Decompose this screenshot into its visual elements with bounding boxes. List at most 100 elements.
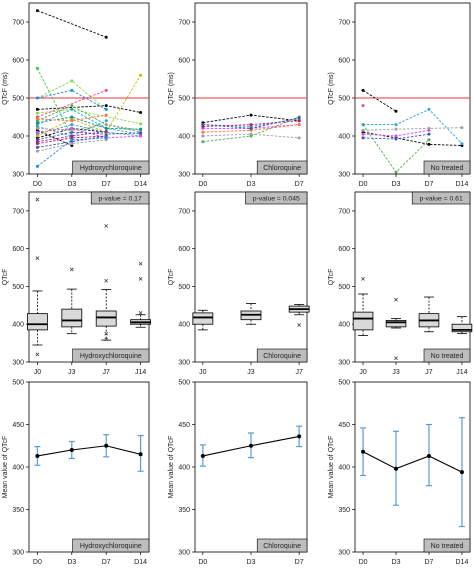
- data-point: [361, 136, 365, 140]
- data-point: [70, 134, 74, 138]
- panel-label: Hydroxychloroquine: [80, 353, 142, 360]
- outlier-point: [69, 267, 74, 272]
- x-tick-label: D0: [33, 181, 42, 188]
- y-tick-label: 700: [338, 208, 350, 215]
- series-line: [37, 135, 107, 148]
- data-point: [201, 130, 205, 134]
- data-point: [104, 107, 108, 111]
- data-point: [394, 127, 398, 131]
- y-axis-label: Mean value of QTcF: [168, 436, 175, 499]
- data-point: [35, 134, 39, 138]
- panel-label: No treated: [431, 353, 464, 360]
- panel-row2-col3: 300 400 500 600 700 J0 J3 J7 J14 QTcF p-value = 0.…: [328, 191, 473, 376]
- outlier-point: [138, 261, 143, 266]
- pvalue-label: p-value = 0.17: [98, 196, 141, 203]
- y-tick-label: 300: [178, 172, 190, 179]
- series-line: [37, 135, 107, 145]
- outlier-point: [104, 278, 109, 283]
- y-tick-label: 500: [178, 380, 190, 387]
- panel-row2-col1: 300 400 500 600 700 J0 J3 J7 J14 QTcF p-value = 0.…: [2, 191, 152, 376]
- series-line: [362, 451, 463, 473]
- outlier-point: [394, 297, 398, 302]
- data-point: [460, 126, 464, 130]
- data-point: [104, 136, 108, 140]
- box: [26, 313, 48, 331]
- y-tick-label: 500: [178, 96, 190, 103]
- x-tick-label: D3: [67, 559, 76, 566]
- data-point: [361, 132, 365, 136]
- outlier-point: [138, 311, 143, 315]
- series-line: [37, 131, 141, 141]
- series-line: [37, 89, 107, 110]
- series-line: [37, 105, 141, 133]
- data-point: [297, 136, 301, 140]
- box: [61, 308, 83, 328]
- y-axis-label: Mean value of QTcF: [2, 436, 9, 499]
- y-tick-label: 700: [178, 20, 190, 27]
- series-line: [37, 108, 141, 125]
- y-axis-label: QTcF: [168, 269, 175, 286]
- panel-row2-col2: 300 400 500 600 700 J0 J3 J7 QTcF p-value = 0.045…: [168, 191, 310, 376]
- x-tick-label: J3: [247, 369, 255, 376]
- pvalue-box: [90, 191, 150, 205]
- outlier-point: [104, 331, 109, 336]
- data-point: [426, 453, 431, 458]
- panel-label-box: [256, 348, 308, 363]
- data-point: [35, 96, 39, 100]
- panel-row1-col1: 300 400 500 600 700 D0 D3 D7 D14 QTcF (ms) Hydroxy…: [2, 2, 150, 188]
- x-tick-label: D14: [456, 559, 469, 566]
- y-axis-label: QTcF (ms): [168, 72, 175, 105]
- data-point: [139, 134, 143, 138]
- y-tick-label: 300: [338, 550, 350, 557]
- x-tick-label: J3: [392, 369, 400, 376]
- y-axis-label: QTcF (ms): [2, 72, 9, 105]
- data-point: [104, 443, 109, 448]
- panel-label: No treated: [431, 543, 464, 550]
- outlier-point: [394, 356, 398, 361]
- plot-frame: [28, 381, 150, 553]
- outlier-point: [297, 323, 302, 327]
- y-tick-label: 300: [12, 172, 24, 179]
- plot-frame: [354, 191, 471, 363]
- panel-label-box: [423, 160, 471, 175]
- pvalue-label: p-value = 0.61: [419, 196, 462, 203]
- y-tick-label: 350: [338, 507, 350, 514]
- series-line: [37, 74, 141, 137]
- data-point: [104, 104, 108, 108]
- y-tick-label: 500: [338, 284, 350, 291]
- panel-label-box: [72, 348, 150, 363]
- y-tick-label: 400: [338, 134, 350, 141]
- y-tick-label: 400: [12, 322, 24, 329]
- panel-label-box: [256, 538, 308, 553]
- data-point: [139, 73, 143, 77]
- data-point: [394, 123, 398, 127]
- data-point: [427, 107, 431, 111]
- data-point: [104, 119, 108, 123]
- x-tick-label: D7: [102, 559, 111, 566]
- x-tick-label: D7: [425, 181, 434, 188]
- data-point: [394, 466, 399, 471]
- y-tick-label: 300: [12, 360, 24, 367]
- x-tick-label: D3: [392, 181, 401, 188]
- data-point: [35, 121, 39, 125]
- data-point: [104, 123, 108, 127]
- y-tick-label: 350: [12, 507, 24, 514]
- x-tick-label: J7: [295, 369, 303, 376]
- series-line: [362, 131, 462, 146]
- y-tick-label: 500: [338, 96, 350, 103]
- series-line: [37, 120, 107, 137]
- y-tick-label: 400: [178, 322, 190, 329]
- outlier-point: [104, 337, 109, 342]
- series-line: [36, 68, 73, 137]
- x-tick-label: D0: [359, 559, 368, 566]
- x-tick-label: J7: [425, 369, 433, 376]
- plot-frame: [194, 2, 308, 175]
- plot-frame: [194, 191, 308, 363]
- data-point: [104, 35, 108, 39]
- data-point: [35, 111, 39, 115]
- y-tick-label: 600: [338, 246, 350, 253]
- panel-row3-col2: 300 350 400 450 500 D0 D3 D7 Mean value of QTcF C…: [168, 380, 308, 566]
- box: [192, 312, 214, 325]
- x-tick-label: D14: [134, 181, 147, 188]
- panel-label: Chloroquine: [263, 353, 301, 360]
